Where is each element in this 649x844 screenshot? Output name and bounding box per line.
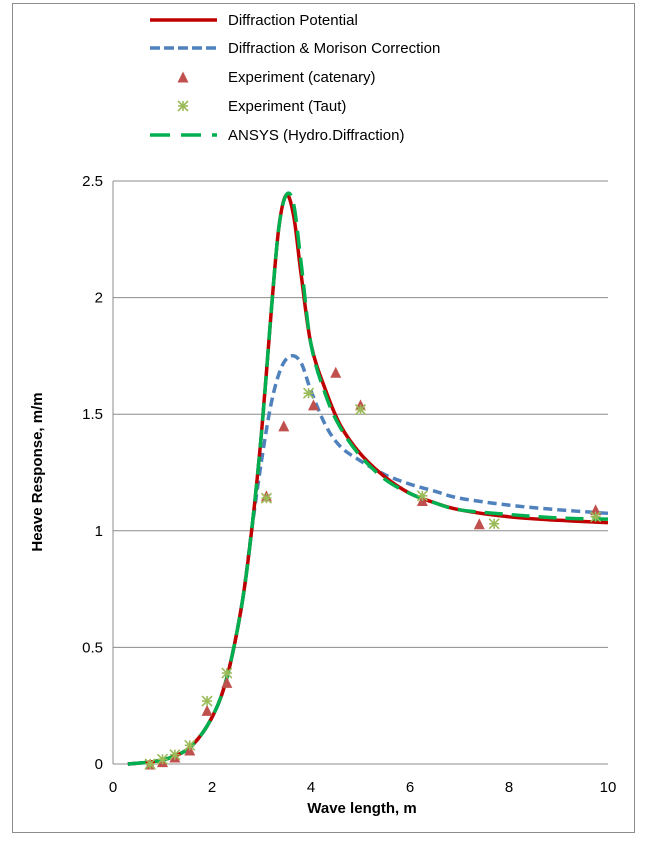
legend-item-experiment-taut: Experiment (Taut) bbox=[177, 98, 346, 115]
legend-item-diffraction-potential: Diffraction Potential bbox=[150, 12, 358, 29]
legend-swatch bbox=[177, 100, 189, 112]
star-stroke bbox=[169, 749, 181, 761]
star-stroke bbox=[221, 667, 233, 679]
data-point-triangle bbox=[590, 504, 602, 516]
data-point-star bbox=[144, 758, 156, 770]
series-line-diffraction-morison-correction bbox=[127, 353, 609, 766]
y-axis-label: Heave Response, m/m bbox=[29, 392, 46, 551]
x-tick-label: 10 bbox=[600, 779, 617, 796]
star-stroke bbox=[184, 739, 196, 751]
data-point-triangle bbox=[221, 676, 233, 688]
star-stroke bbox=[488, 518, 500, 530]
data-point-star bbox=[221, 667, 233, 679]
data-point-triangle bbox=[473, 518, 485, 530]
star-stroke bbox=[260, 492, 273, 504]
legend-swatch bbox=[177, 71, 189, 83]
data-point-star bbox=[184, 739, 196, 751]
x-tick-label: 6 bbox=[406, 779, 414, 796]
star-stroke bbox=[302, 387, 315, 399]
y-tick-label: 0 bbox=[95, 756, 103, 773]
data-point-star bbox=[590, 511, 602, 523]
y-tick-label: 2.5 bbox=[82, 173, 103, 190]
legend-item-diffraction-morison-correction: Diffraction & Morison Correction bbox=[150, 40, 440, 57]
data-point-star bbox=[416, 490, 428, 502]
legend-label: Diffraction Potential bbox=[228, 12, 358, 29]
data-point-star bbox=[302, 387, 315, 399]
x-tick-label: 0 bbox=[109, 779, 117, 796]
data-point-star bbox=[156, 753, 169, 765]
grid-lines bbox=[113, 180, 608, 648]
axes: 0 0.5 1 1.5 2 2.5 0 2 4 6 8 10 bbox=[82, 173, 616, 796]
series-line-diffraction-potential bbox=[127, 193, 609, 766]
legend-label: ANSYS (Hydro.Diffraction) bbox=[228, 127, 404, 144]
star-stroke bbox=[144, 758, 156, 770]
series-points-experiment-taut bbox=[144, 387, 602, 770]
y-tick-label: 0.5 bbox=[82, 639, 103, 656]
star-stroke bbox=[416, 490, 428, 502]
y-tick-label: 1.5 bbox=[82, 406, 103, 423]
data-point-star bbox=[260, 492, 273, 504]
series-layer bbox=[127, 191, 609, 770]
series-line-ansys-hydro-diffraction bbox=[127, 191, 609, 766]
data-point-triangle bbox=[330, 366, 342, 378]
legend-label: Experiment (Taut) bbox=[228, 98, 346, 115]
star-stroke bbox=[201, 695, 213, 707]
data-point-star bbox=[488, 518, 500, 530]
series-points-experiment-catenary bbox=[144, 366, 602, 770]
y-tick-label: 1 bbox=[95, 523, 103, 540]
y-tick-label: 2 bbox=[95, 290, 103, 307]
legend-item-ansys-hydro-diffraction: ANSYS (Hydro.Diffraction) bbox=[150, 127, 404, 144]
data-point-star bbox=[169, 749, 181, 761]
data-point-triangle bbox=[278, 420, 290, 432]
legend: Diffraction Potential Diffraction & Moris… bbox=[150, 12, 440, 144]
star-stroke bbox=[590, 511, 602, 523]
data-point-star bbox=[354, 403, 367, 416]
legend-label: Diffraction & Morison Correction bbox=[228, 40, 440, 57]
legend-label: Experiment (catenary) bbox=[228, 69, 376, 86]
data-point-triangle bbox=[307, 399, 319, 411]
data-point-triangle bbox=[201, 704, 213, 716]
star-stroke bbox=[156, 753, 169, 765]
data-point-star bbox=[201, 695, 213, 707]
star-stroke bbox=[177, 100, 189, 112]
x-axis-label: Wave length, m bbox=[307, 800, 416, 817]
legend-item-experiment-catenary: Experiment (catenary) bbox=[177, 69, 376, 86]
star-stroke bbox=[354, 403, 367, 416]
x-tick-label: 4 bbox=[307, 779, 315, 796]
x-tick-label: 8 bbox=[505, 779, 513, 796]
x-tick-label: 2 bbox=[208, 779, 216, 796]
